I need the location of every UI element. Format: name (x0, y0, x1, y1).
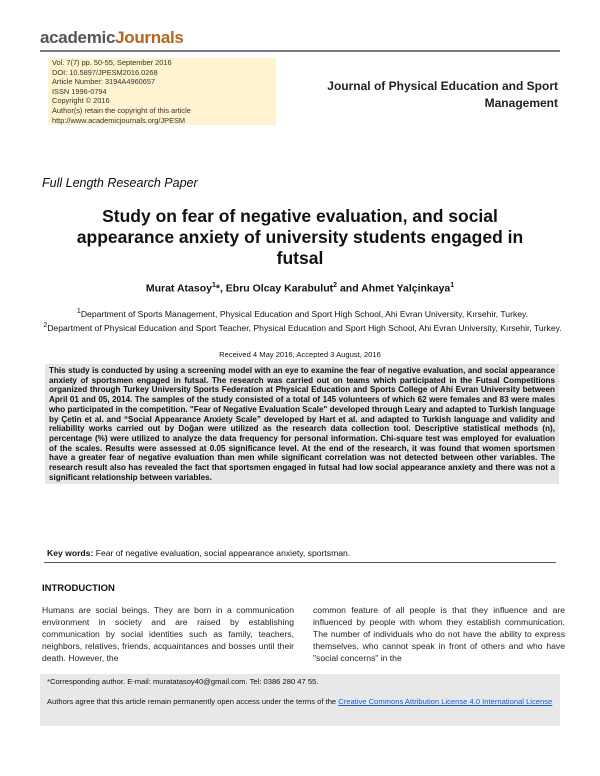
author: *, Ebru Olcay Karabulut (215, 282, 334, 295)
rule (44, 562, 556, 563)
header-rule (40, 50, 560, 52)
affiliation: 1Department of Sports Management, Physic… (40, 306, 565, 320)
logo-part: academic (40, 28, 116, 47)
keywords-text: Fear of negative evaluation, social appe… (93, 548, 351, 558)
affiliation-sup: 1 (76, 308, 81, 315)
author-sup: 1 (450, 282, 455, 289)
info-line: DOI: 10.5897/JPESM2016.0268 (52, 67, 158, 77)
keywords: Key words: Fear of negative evaluation, … (47, 548, 350, 558)
license: Authors agree that this article remain p… (47, 696, 557, 707)
received: Received 4 May 2016; Accepted 3 August, … (219, 350, 381, 359)
logo-part: Journals (115, 28, 184, 47)
corresponding: *Corresponding author. E-mail: muratatas… (47, 677, 319, 686)
author: and Ahmet Yalçinkaya (337, 282, 451, 295)
title: Study on fear of negative evaluation, an… (76, 206, 524, 268)
license-text: Authors agree that this article remain p… (47, 697, 339, 706)
authors: Murat Atasoy1*, Ebru Olcay Karabulut2 an… (0, 282, 600, 295)
footer-box (40, 674, 560, 726)
affiliation-sup: 2 (43, 321, 48, 329)
author-sup: 1 (211, 282, 216, 289)
info-box: Vol. 7(7) pp. 50-55, September 2016 DOI: … (48, 58, 276, 126)
info-line: Author(s) retain the copyright of this a… (52, 105, 191, 115)
affiliation-text: Department of Sports Management, Physica… (80, 308, 529, 319)
body-column: Humans are social beings. They are born … (42, 605, 294, 663)
article-type: Full Length Research Paper (42, 176, 198, 190)
section-heading: INTRODUCTION (42, 583, 115, 594)
info-line: Copyright © 2016 (52, 96, 110, 106)
affiliation-text: Department of Physical Education and Spo… (47, 322, 562, 333)
affiliation: 2Department of Physical Education and Sp… (40, 320, 565, 334)
affiliations: 1Department of Sports Management, Physic… (40, 306, 565, 334)
abstract: This study is conducted by using a scree… (45, 364, 559, 485)
keywords-label: Key words: (47, 548, 94, 558)
info-line: Vol. 7(7) pp. 50-55, September 2016 (52, 58, 172, 67)
info-line: ISSN 1996-0794 (52, 86, 107, 96)
author: Murat Atasoy (145, 282, 212, 295)
author-sup: 2 (333, 282, 338, 289)
info-line: http://www.academicjournals.org/JPESM (52, 115, 186, 125)
journal-name: Journal of Physical Education and Sport … (327, 79, 558, 110)
logo: academicJournals (40, 28, 184, 48)
body-column: common feature of all people is that the… (313, 605, 565, 663)
license-link[interactable]: Creative Commons Attribution License 4.0… (338, 697, 553, 706)
info-line: Article Number: 3194A4960657 (52, 77, 156, 87)
